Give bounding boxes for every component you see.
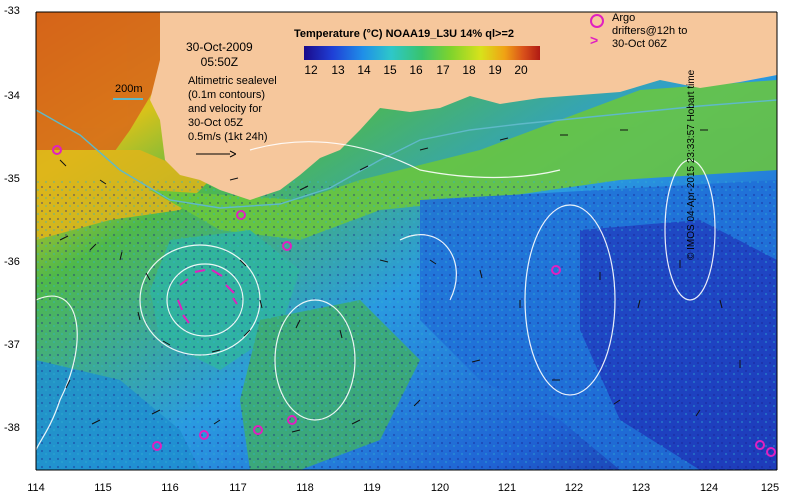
argo-drifter-marker bbox=[152, 441, 162, 451]
argo-note: Argo drifters@12h to 30-Oct 06Z bbox=[612, 12, 687, 51]
sealevel-note: Altimetric sealevel (0.1m contours) and … bbox=[188, 74, 277, 144]
velocity-arrows bbox=[59, 129, 741, 433]
isobath-label: 200m bbox=[115, 83, 143, 95]
colorbar-tick: 15 bbox=[383, 63, 397, 77]
x-axis-tick: 114 bbox=[27, 482, 45, 494]
argo-drifter-marker bbox=[755, 440, 765, 450]
y-axis-tick: -35 bbox=[4, 173, 20, 185]
argo-drifter-marker bbox=[253, 425, 263, 435]
isobath-legend-line bbox=[113, 98, 143, 100]
x-axis-tick: 117 bbox=[229, 482, 247, 494]
argo-drifter-marker bbox=[282, 241, 292, 251]
x-axis-tick: 122 bbox=[564, 482, 584, 494]
argo-note-line: 30-Oct 06Z bbox=[612, 38, 668, 50]
argo-legend-chevron-icon: > bbox=[590, 32, 599, 48]
sealevel-note-line: Altimetric sealevel bbox=[188, 75, 277, 87]
sealevel-note-line: 30-Oct 05Z bbox=[188, 117, 244, 129]
colorbar-tick: 17 bbox=[436, 63, 450, 77]
colorbar bbox=[304, 46, 540, 60]
argo-drifter-marker bbox=[199, 430, 209, 440]
argo-note-line: drifters@12h to bbox=[612, 25, 688, 37]
y-axis-tick: -38 bbox=[4, 422, 20, 434]
sealevel-contours bbox=[35, 141, 716, 451]
velocity-scale-arrow bbox=[196, 150, 236, 158]
x-axis-tick: 118 bbox=[296, 482, 314, 494]
colorbar-tick: 14 bbox=[357, 63, 371, 77]
colorbar-tick: 18 bbox=[462, 63, 476, 77]
argo-legend-circle-icon bbox=[590, 14, 604, 28]
isobath-200m bbox=[35, 99, 778, 209]
y-axis-tick: -34 bbox=[4, 90, 20, 102]
argo-note-line: Argo bbox=[612, 12, 636, 24]
argo-track bbox=[179, 269, 238, 305]
time-line: 05:50Z bbox=[200, 55, 239, 69]
credit-text: © IMOS 04-Apr-2015 23:33:57 Hobart time bbox=[686, 69, 697, 260]
colorbar-tick: 19 bbox=[488, 63, 502, 77]
argo-drifters bbox=[52, 145, 776, 457]
axis-ticks bbox=[35, 11, 778, 471]
date-block: 30-Oct-2009 05:50Z bbox=[186, 40, 253, 70]
y-axis-tick: -33 bbox=[4, 5, 20, 17]
x-axis-tick: 115 bbox=[94, 482, 112, 494]
argo-drifter-marker bbox=[52, 145, 62, 155]
x-axis-tick: 116 bbox=[161, 482, 179, 494]
sealevel-note-line: (0.1m contours) bbox=[188, 89, 266, 101]
x-axis-tick: 123 bbox=[631, 482, 651, 494]
argo-drifter-marker bbox=[287, 415, 297, 425]
y-axis-tick: -36 bbox=[4, 256, 20, 268]
colorbar-tick: 16 bbox=[409, 63, 423, 77]
sealevel-note-line: 0.5m/s (1kt 24h) bbox=[188, 131, 268, 143]
argo-drifter-marker bbox=[551, 265, 561, 275]
x-axis-tick: 124 bbox=[699, 482, 719, 494]
x-axis-tick: 120 bbox=[430, 482, 450, 494]
sealevel-note-line: and velocity for bbox=[188, 103, 262, 115]
colorbar-tick: 13 bbox=[331, 63, 345, 77]
colorbar-tick: 20 bbox=[514, 63, 528, 77]
argo-drifter-marker bbox=[766, 447, 776, 457]
x-axis-tick: 121 bbox=[497, 482, 517, 494]
y-axis-tick: -37 bbox=[4, 339, 20, 351]
x-axis-tick: 119 bbox=[363, 482, 381, 494]
date-line: 30-Oct-2009 bbox=[186, 40, 253, 54]
colorbar-tick: 12 bbox=[304, 63, 318, 77]
argo-drifter-marker bbox=[236, 210, 246, 220]
argo-track bbox=[177, 299, 190, 324]
x-axis-tick: 125 bbox=[760, 482, 780, 494]
map-title: Temperature (°C) NOAA19_L3U 14% ql>=2 bbox=[294, 28, 514, 40]
